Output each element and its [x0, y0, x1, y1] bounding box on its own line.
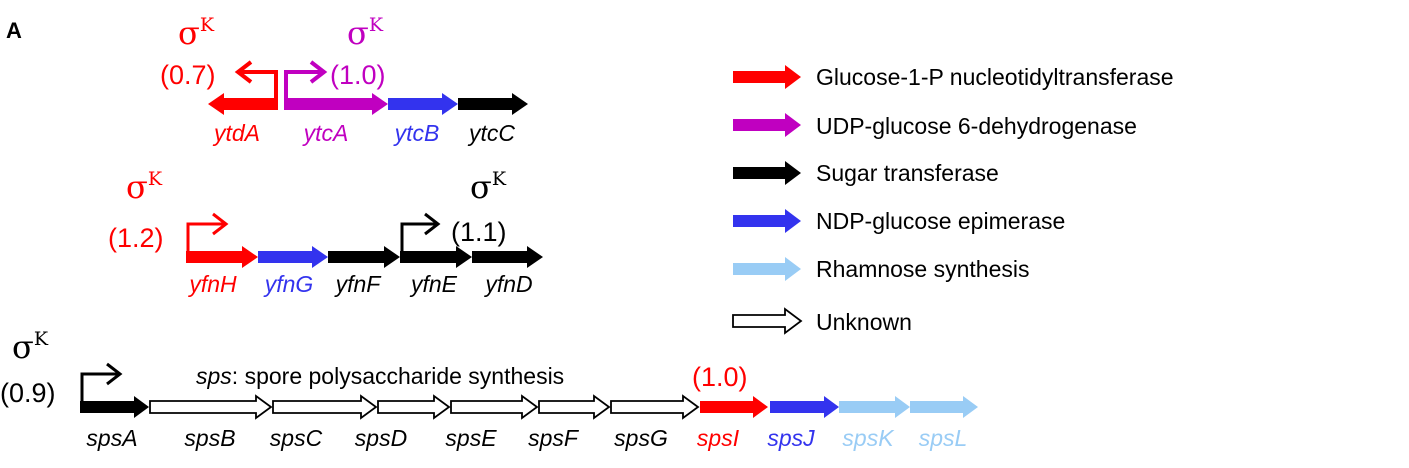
- legend-label: UDP-glucose 6-dehydrogenase: [816, 113, 1137, 139]
- gene-label-ytdA: ytdA: [212, 120, 260, 146]
- promoter-yfnH: [186, 212, 229, 253]
- gene-arrow-yfnD: [472, 246, 543, 268]
- operon-ytc: σK (0.7) σK (1.0) ytdA ytcA ytcB ytcC: [160, 14, 528, 146]
- gene-label-yfnF: yfnF: [334, 271, 383, 297]
- gene-arrow-spsB: [149, 394, 273, 420]
- sigma-value-ytcA: (1.0): [330, 60, 386, 90]
- sigma-value-ytdA: (0.7): [160, 60, 216, 90]
- gene-label-spsF: spsF: [528, 425, 580, 451]
- promoter-arrow-spsA: [80, 362, 123, 403]
- sigma-value-spsA: (0.9): [0, 378, 56, 408]
- sigma-label-yfnH: σK: [126, 168, 163, 206]
- gene-label-yfnD: yfnD: [483, 271, 532, 297]
- sigma-label-ytcA: σK: [347, 14, 384, 52]
- sigma-label-yfnE: σK: [470, 168, 507, 206]
- legend-label: Glucose-1-P nucleotidyltransferase: [816, 64, 1174, 90]
- panel-label: A: [6, 18, 22, 43]
- legend-swatch-arrow: [733, 161, 801, 185]
- legend-swatch-arrow: [733, 113, 801, 137]
- promoter-ytcA: [284, 60, 328, 100]
- gene-arrow-yfnG: [258, 246, 328, 268]
- sigma-value-yfnE: (1.1): [451, 217, 507, 247]
- gene-arrow-ytcC: [458, 93, 528, 115]
- gene-arrow-ytcA: [284, 93, 388, 115]
- gene-label-spsG: spsG: [614, 425, 668, 451]
- gene-arrow-spsJ: [770, 396, 839, 418]
- gene-label-spsK: spsK: [842, 425, 895, 451]
- gene-label-spsA: spsA: [86, 425, 137, 451]
- gene-arrow-spsI: [700, 396, 768, 418]
- gene-label-spsJ: spsJ: [767, 425, 815, 451]
- sigma-label-ytdA: σK: [178, 14, 215, 52]
- sigma-label-spsA: σK: [12, 328, 49, 366]
- sigma-value-yfnH: (1.2): [108, 223, 164, 253]
- operon-yfn: σK (1.2) σK (1.1) yfnH yfnG yfnF yfnE yf…: [108, 168, 543, 297]
- gene-label-spsB: spsB: [184, 425, 235, 451]
- legend-swatch-arrow: [733, 209, 801, 233]
- promoter-spsA: [80, 362, 123, 403]
- gene-arrow-yfnH: [186, 246, 258, 268]
- legend-label: Sugar transferase: [816, 160, 999, 186]
- promoter-arrow-ytcA: [284, 60, 328, 100]
- legend-item: Unknown: [732, 307, 912, 335]
- promoter-yfnE: [400, 212, 441, 253]
- gene-arrow-spsL: [910, 396, 978, 418]
- promoter-arrow-ytdA: [234, 60, 278, 100]
- gene-arrow-ytcB: [388, 93, 458, 115]
- legend-label: Rhamnose synthesis: [816, 256, 1030, 282]
- gene-arrow-ytdA: [208, 93, 278, 115]
- legend-swatch-arrow: [733, 65, 801, 89]
- gene-label-spsD: spsD: [355, 425, 407, 451]
- legend-item: Rhamnose synthesis: [733, 256, 1030, 282]
- legend-label: Unknown: [816, 309, 912, 335]
- gene-arrow-spsF: [538, 394, 611, 420]
- gene-label-ytcB: ytcB: [393, 120, 440, 146]
- gene-label-spsE: spsE: [445, 425, 497, 451]
- legend-item: NDP-glucose epimerase: [733, 208, 1065, 234]
- operon-sps: sps: spore polysaccharide synthesis σK (…: [0, 328, 978, 451]
- gene-arrow-yfnF: [328, 246, 400, 268]
- gene-label-yfnH: yfnH: [187, 271, 237, 297]
- sigma-value-spsI: (1.0): [692, 362, 748, 392]
- legend-label: NDP-glucose epimerase: [816, 208, 1065, 234]
- gene-label-spsI: spsI: [697, 425, 740, 451]
- gene-label-ytcA: ytcA: [302, 120, 349, 146]
- legend-item: Glucose-1-P nucleotidyltransferase: [733, 64, 1174, 90]
- operon-title-sps: sps: spore polysaccharide synthesis: [196, 363, 564, 389]
- legend-swatch-arrow: [732, 307, 803, 335]
- legend-swatch-arrow: [733, 257, 801, 281]
- promoter-arrow-yfnH: [186, 212, 229, 253]
- gene-arrow-spsK: [839, 396, 910, 418]
- gene-label-yfnG: yfnG: [263, 271, 314, 297]
- legend-item: Sugar transferase: [733, 160, 999, 186]
- gene-arrow-yfnE: [400, 246, 472, 268]
- promoter-ytdA: [234, 60, 278, 100]
- gene-arrow-spsC: [272, 394, 378, 420]
- gene-arrow-spsG: [610, 394, 700, 420]
- gene-label-spsC: spsC: [270, 425, 323, 451]
- gene-arrow-spsD: [377, 394, 451, 420]
- gene-arrow-spsA: [80, 396, 149, 418]
- gene-label-spsL: spsL: [919, 425, 968, 451]
- gene-label-yfnE: yfnE: [409, 271, 458, 297]
- legend: Glucose-1-P nucleotidyltransferase UDP-g…: [732, 64, 1174, 335]
- gene-arrow-spsE: [450, 394, 539, 420]
- promoter-arrow-yfnE: [400, 212, 441, 253]
- gene-label-ytcC: ytcC: [467, 120, 515, 146]
- legend-item: UDP-glucose 6-dehydrogenase: [733, 113, 1137, 139]
